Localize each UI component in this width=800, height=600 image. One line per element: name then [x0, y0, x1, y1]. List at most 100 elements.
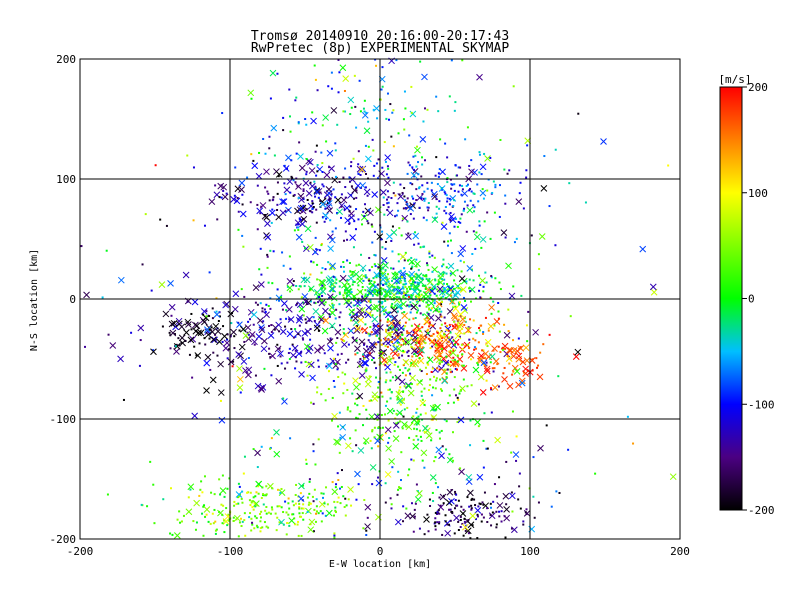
data-point: [484, 271, 487, 274]
data-point: [284, 500, 287, 503]
data-point: [198, 342, 201, 345]
data-point: [440, 303, 443, 306]
data-point: [444, 322, 447, 325]
data-point: [401, 338, 404, 341]
data-point-x: [458, 275, 466, 282]
data-point: [313, 508, 316, 511]
data-point: [380, 238, 383, 241]
data-point-x: [496, 502, 504, 509]
data-point: [336, 368, 339, 371]
data-point-x: [354, 325, 362, 332]
data-point: [395, 296, 398, 299]
data-point-x: [341, 341, 348, 348]
data-point: [373, 426, 376, 429]
data-point: [428, 321, 431, 324]
data-point: [533, 516, 536, 519]
data-point: [174, 345, 177, 348]
data-point: [460, 289, 463, 292]
data-point-x: [245, 366, 253, 374]
data-point: [385, 173, 388, 176]
data-point: [352, 280, 355, 283]
data-point: [405, 282, 408, 285]
data-point-x: [327, 344, 334, 352]
data-point: [427, 206, 430, 209]
data-point: [241, 234, 244, 237]
data-point: [263, 494, 266, 497]
data-point: [314, 78, 317, 81]
data-point-x: [158, 281, 166, 288]
data-point: [426, 262, 429, 265]
data-point: [214, 529, 217, 532]
data-point: [322, 286, 325, 289]
data-point: [392, 298, 395, 301]
data-point: [430, 181, 433, 184]
data-point: [518, 192, 521, 195]
data-point: [250, 529, 253, 532]
data-point: [437, 110, 440, 113]
data-point-x: [392, 422, 400, 429]
data-point: [532, 456, 535, 459]
data-point: [271, 199, 274, 202]
data-point: [554, 148, 557, 151]
data-point-x: [412, 443, 420, 450]
data-point: [446, 244, 449, 247]
data-point-x: [395, 288, 403, 295]
data-point: [296, 302, 299, 305]
data-point: [255, 524, 258, 527]
data-point: [297, 333, 300, 336]
data-point-x: [275, 377, 283, 385]
data-point: [237, 482, 240, 485]
data-point: [418, 340, 421, 343]
data-point: [152, 349, 155, 352]
data-point: [349, 270, 352, 273]
data-point-x: [532, 328, 539, 336]
data-point-x: [301, 293, 309, 300]
data-point: [355, 416, 358, 419]
data-point: [411, 195, 414, 198]
data-point: [426, 187, 429, 190]
data-point: [406, 290, 409, 293]
data-point: [346, 388, 349, 391]
data-point: [430, 307, 433, 310]
data-point: [365, 367, 368, 370]
data-point: [299, 492, 302, 495]
data-point-x: [305, 189, 313, 197]
x-tick-label: 0: [377, 545, 384, 558]
data-point-x: [368, 341, 376, 348]
data-point: [428, 498, 431, 501]
data-point: [428, 384, 431, 387]
data-point: [333, 534, 336, 537]
data-point: [412, 280, 415, 283]
data-point-x: [482, 350, 490, 358]
data-point: [438, 521, 441, 524]
data-point: [362, 424, 365, 427]
data-point: [285, 533, 288, 536]
data-point: [264, 152, 267, 155]
data-point-x: [303, 276, 311, 284]
data-point: [325, 217, 328, 220]
data-point: [313, 64, 316, 67]
data-point-x: [425, 286, 432, 294]
data-point-x: [429, 474, 437, 481]
data-point: [279, 318, 282, 321]
data-point: [356, 351, 359, 354]
data-point: [461, 353, 464, 356]
data-point: [435, 379, 438, 382]
data-point: [418, 186, 421, 189]
data-point: [316, 170, 319, 173]
data-point: [434, 343, 437, 346]
data-point: [400, 451, 403, 454]
data-point: [384, 290, 387, 293]
data-point: [435, 294, 438, 297]
data-point: [244, 534, 247, 537]
data-point: [221, 474, 224, 477]
data-point: [423, 466, 426, 469]
data-point-x: [305, 347, 313, 355]
data-point: [325, 486, 328, 489]
data-point: [360, 299, 363, 302]
data-point: [419, 345, 422, 348]
data-point-x: [435, 446, 443, 454]
data-point: [241, 193, 244, 196]
data-point: [355, 339, 358, 342]
data-point: [339, 487, 342, 490]
